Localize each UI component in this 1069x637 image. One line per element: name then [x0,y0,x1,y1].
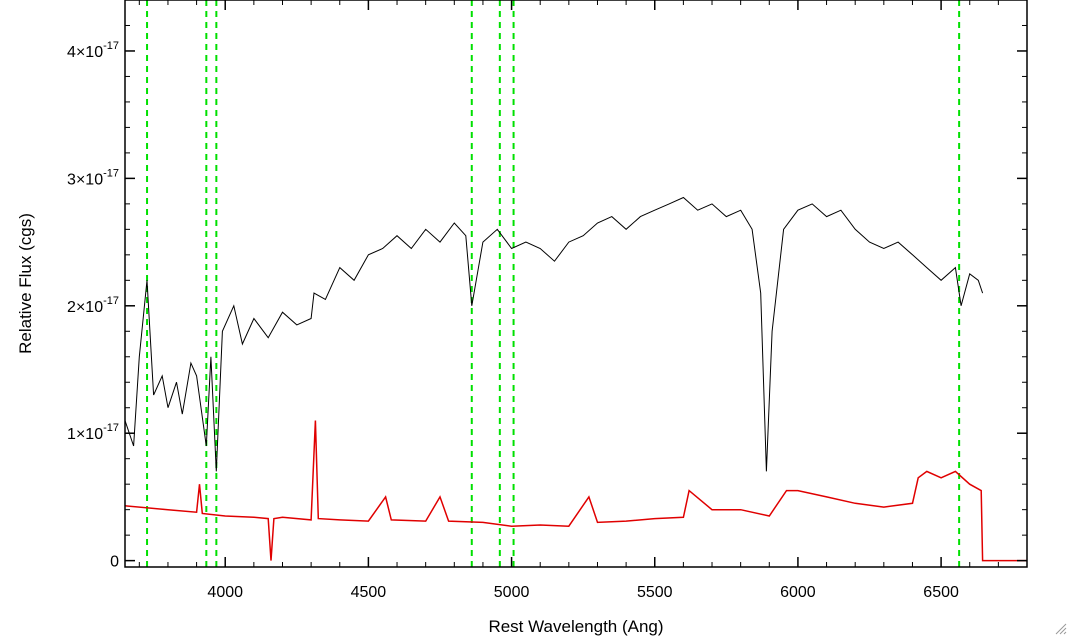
y-axis-title: Relative Flux (cgs) [16,213,35,354]
y-tick-label-4: 4×10-17 [67,40,119,61]
x-axis: 4000 4500 5000 5500 6000 6500 [138,0,999,601]
x-tick-label-5: 6500 [923,584,959,601]
x-tick-label-2: 5000 [494,584,530,601]
series-line-0 [124,196,984,472]
y-tick-label-2: 2×10-17 [67,295,119,316]
y-tick-label-1: 1×10-17 [67,422,119,443]
x-tick-label-3: 5500 [637,584,673,601]
resize-grip-icon[interactable] [1055,623,1067,635]
plot-frame [124,0,1028,568]
series-line-1 [124,420,1027,562]
x-tick-label-0: 4000 [207,584,243,601]
series-layer [124,196,1027,562]
y-axis: 0 1×10-17 2×10-17 3×10-17 4×10-17 [67,24,1027,571]
x-tick-label-4: 6000 [780,584,816,601]
y-tick-label-0: 0 [110,554,119,571]
reference-lines [146,0,961,567]
x-axis-title: Rest Wavelength (Ang) [488,617,663,636]
x-tick-label-1: 4500 [351,584,387,601]
y-tick-label-3: 3×10-17 [67,167,119,188]
